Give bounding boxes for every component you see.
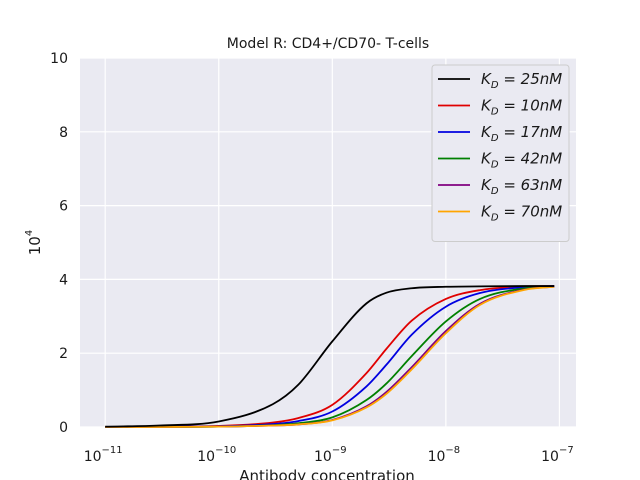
x-tick-label: 10−10 bbox=[197, 445, 236, 465]
legend-entry: KD = 25nM bbox=[481, 70, 562, 91]
series-line-k-d-25nm bbox=[105, 285, 555, 428]
series-line-k-d-70nm bbox=[105, 285, 555, 428]
legend-entry: KD = 63nM bbox=[481, 176, 562, 197]
y-tick-label: 4 bbox=[59, 272, 68, 288]
chart-title: Model R: CD4+/CD70- T-cells bbox=[227, 36, 429, 52]
x-tick-label: 10−9 bbox=[314, 445, 347, 465]
x-tick-label: 10−11 bbox=[84, 445, 123, 465]
x-tick-label: 10−7 bbox=[541, 445, 574, 465]
legend-box bbox=[431, 64, 570, 242]
series-lines bbox=[105, 285, 555, 428]
y-axis-label: 104 bbox=[24, 230, 44, 255]
y-axis-ticks: 0 2 4 6 8 10 bbox=[50, 51, 68, 436]
y-tick-label: 2 bbox=[59, 346, 68, 362]
y-tick-label: 6 bbox=[59, 199, 68, 215]
x-axis-label: Antibody concentration bbox=[239, 467, 415, 480]
legend-entry: KD = 70nM bbox=[481, 203, 562, 224]
legend: KD = 25nM KD = 10nM KD = 17nM KD = 42nM KD =… bbox=[431, 64, 570, 242]
y-tick-label: 0 bbox=[59, 420, 68, 436]
y-tick-label: 8 bbox=[59, 125, 68, 141]
x-axis-ticks: 10−11 10−10 10−9 10−8 10−7 bbox=[84, 445, 574, 465]
legend-entry: KD = 42nM bbox=[481, 150, 562, 171]
legend-entry: KD = 17nM bbox=[481, 123, 562, 144]
legend-entry: KD = 10nM bbox=[481, 97, 562, 118]
x-tick-label: 10−8 bbox=[428, 445, 461, 465]
y-tick-label: 10 bbox=[50, 51, 68, 67]
